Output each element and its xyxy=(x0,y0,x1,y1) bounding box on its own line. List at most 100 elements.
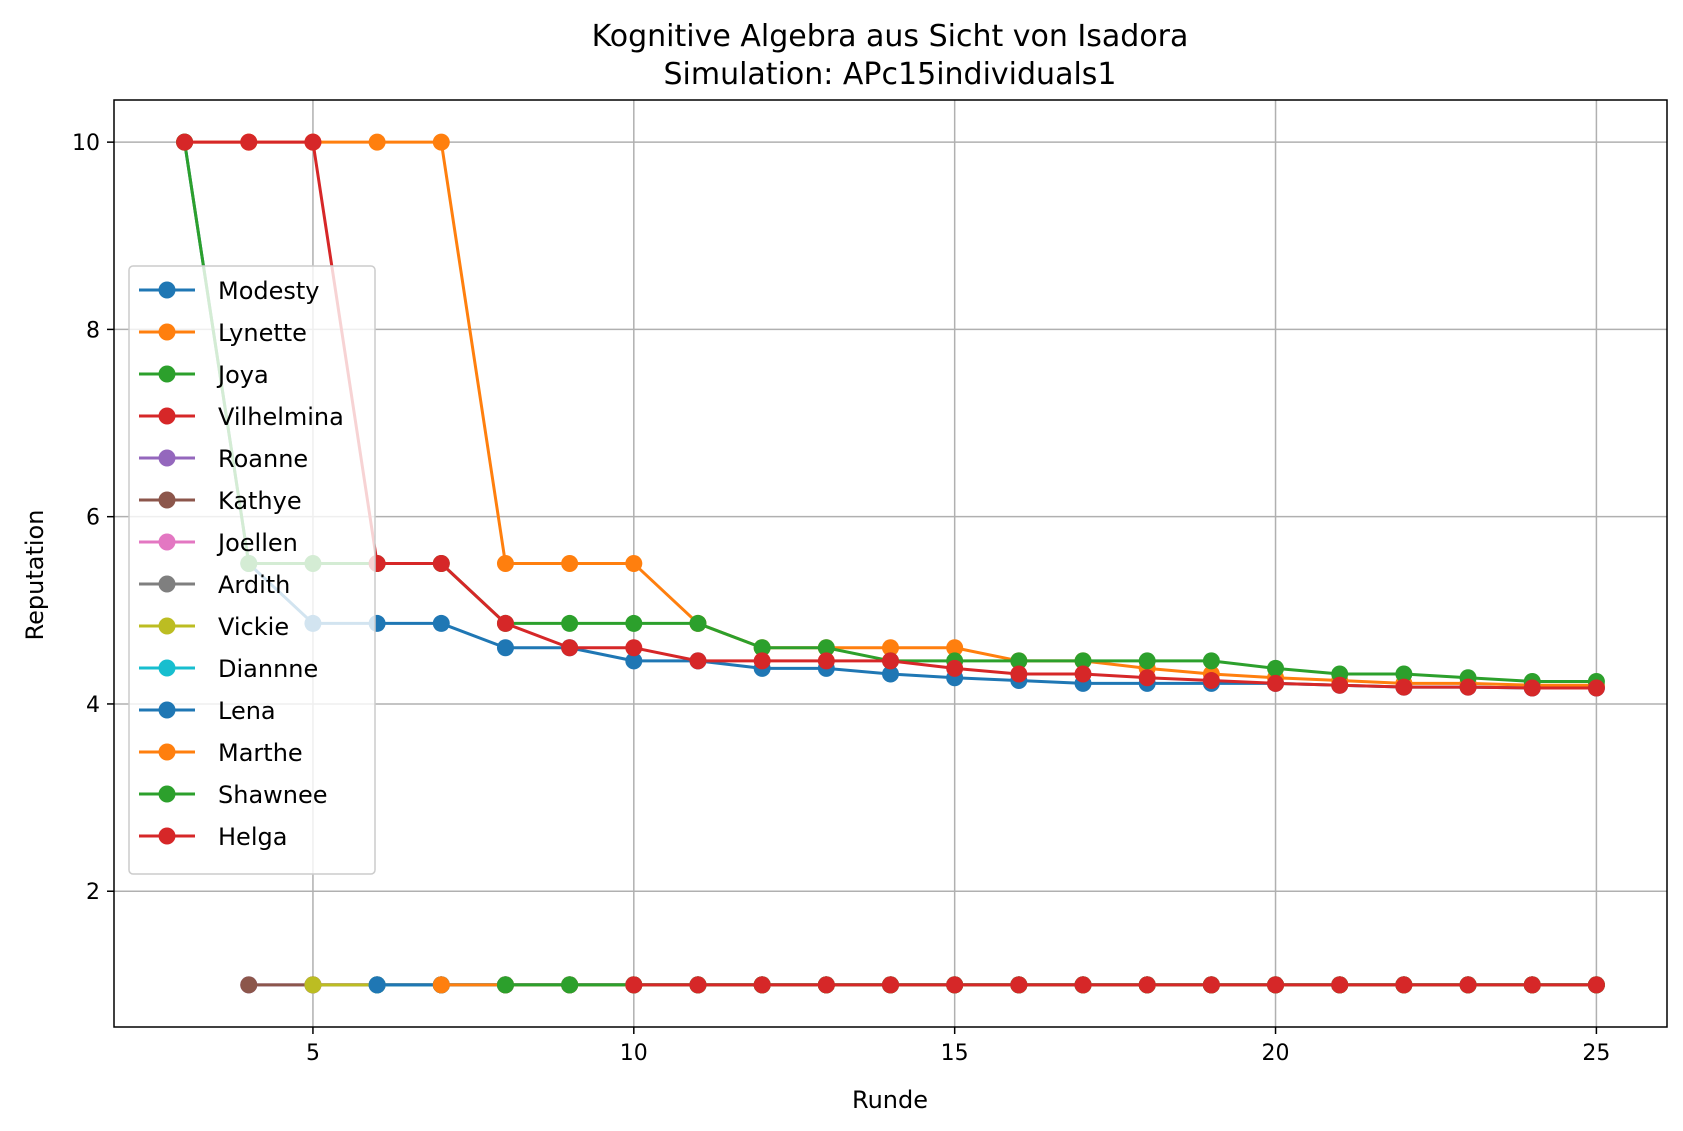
legend-item: Lynette xyxy=(139,319,307,347)
legend-item: Kathye xyxy=(139,487,302,515)
data-point xyxy=(1331,976,1349,994)
legend-label: Modesty xyxy=(218,277,320,305)
data-point xyxy=(817,652,835,670)
data-point xyxy=(1523,976,1541,994)
legend-marker xyxy=(158,365,176,383)
data-point xyxy=(496,555,514,572)
data-point xyxy=(753,639,771,657)
legend-marker xyxy=(158,407,176,425)
data-point xyxy=(1587,976,1605,994)
data-point xyxy=(304,976,322,994)
legend-label: Lynette xyxy=(218,319,307,347)
data-point xyxy=(1202,652,1220,670)
data-point xyxy=(625,652,643,670)
x-tick-label: 15 xyxy=(941,1041,969,1066)
data-point xyxy=(1459,976,1477,994)
data-point xyxy=(432,976,450,994)
data-point xyxy=(1074,976,1092,994)
data-point xyxy=(625,976,643,994)
legend-label: Lena xyxy=(218,697,276,725)
legend-item: Helga xyxy=(139,823,287,851)
legend-item: Joya xyxy=(139,361,269,389)
data-point xyxy=(1523,679,1541,697)
legend-marker xyxy=(158,701,176,719)
plot-frame xyxy=(113,99,1668,1028)
data-point xyxy=(176,133,194,151)
legend-item: Vilhelmina xyxy=(139,403,344,431)
data-point xyxy=(432,133,450,151)
legend-item: Diannne xyxy=(139,655,318,683)
y-tick-label: 8 xyxy=(86,318,100,343)
data-point xyxy=(1138,976,1156,994)
data-point xyxy=(1202,672,1220,690)
legend-item: Shawnee xyxy=(139,781,328,809)
data-point xyxy=(432,555,450,572)
data-point xyxy=(689,652,707,670)
legend-item: Roanne xyxy=(139,445,308,473)
legend-label: Ardith xyxy=(218,571,290,599)
legend-marker xyxy=(158,281,176,299)
data-point xyxy=(689,614,707,632)
data-point xyxy=(1074,652,1092,670)
legend-marker xyxy=(158,449,176,467)
data-point xyxy=(625,614,643,632)
legend-item: Modesty xyxy=(139,277,320,305)
data-point xyxy=(882,639,899,657)
data-point xyxy=(1202,976,1220,994)
y-tick-label: 2 xyxy=(86,880,100,905)
data-point xyxy=(368,133,386,151)
data-point xyxy=(1010,665,1028,683)
data-point xyxy=(753,652,771,670)
legend-marker xyxy=(158,743,176,761)
data-point xyxy=(946,976,964,994)
chart-title: Kognitive Algebra aus Sicht von Isadora xyxy=(592,19,1189,54)
legend-label: Kathye xyxy=(218,487,302,515)
data-point xyxy=(1138,652,1156,670)
x-tick-label: 25 xyxy=(1582,1041,1610,1066)
data-point xyxy=(561,555,579,572)
data-point xyxy=(432,614,450,632)
y-tick-label: 6 xyxy=(86,506,100,531)
legend-label: Vickie xyxy=(218,613,289,641)
legend-marker xyxy=(158,491,176,509)
legend-label: Shawnee xyxy=(218,781,328,809)
legend-marker xyxy=(158,575,176,593)
chart-subtitle: Simulation: APc15individuals1 xyxy=(663,57,1116,92)
legend-box xyxy=(128,265,376,875)
data-point xyxy=(946,659,964,677)
data-point xyxy=(1587,679,1605,697)
legend-marker xyxy=(158,827,176,845)
legend-marker xyxy=(158,659,176,677)
x-tick-label: 10 xyxy=(620,1041,648,1066)
data-point xyxy=(1395,678,1413,696)
data-point xyxy=(561,639,579,657)
x-tick-label: 5 xyxy=(306,1041,320,1066)
data-point xyxy=(304,133,322,151)
series-helga xyxy=(625,976,1605,994)
legend-label: Helga xyxy=(218,823,287,851)
data-point xyxy=(946,639,964,657)
y-tick-label: 10 xyxy=(72,131,100,156)
data-point xyxy=(882,976,899,994)
legend-item: Lena xyxy=(139,697,276,725)
data-point xyxy=(882,652,899,670)
data-point xyxy=(1395,976,1413,994)
legend-label: Diannne xyxy=(218,655,318,683)
legend-item: Marthe xyxy=(139,739,303,767)
data-point xyxy=(817,976,835,994)
data-point xyxy=(1331,676,1349,694)
data-point xyxy=(625,555,643,572)
data-point xyxy=(496,639,514,657)
legend-item: Vickie xyxy=(139,613,289,641)
data-point xyxy=(817,639,835,657)
legend-marker xyxy=(158,785,176,803)
data-point xyxy=(240,133,258,151)
data-point xyxy=(561,614,579,632)
data-point xyxy=(1459,678,1477,696)
legend-label: Vilhelmina xyxy=(218,403,344,431)
legend-marker xyxy=(158,617,176,635)
x-axis-label: Runde xyxy=(852,1086,928,1114)
data-point xyxy=(496,976,514,994)
data-point xyxy=(1267,976,1285,994)
